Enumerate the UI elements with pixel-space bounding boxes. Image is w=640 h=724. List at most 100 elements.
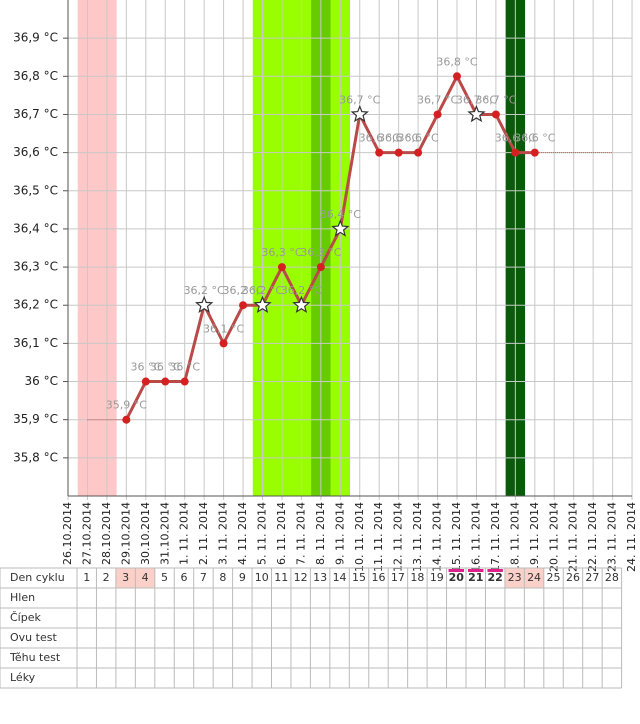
x-tick-label: 17. 11. 2014 — [489, 502, 502, 572]
point — [530, 148, 539, 157]
value-label: 36,6 °C — [359, 132, 400, 145]
row-label: Čípek — [10, 611, 41, 624]
day-number: 2 — [103, 571, 110, 584]
x-tick-label: 3. 11. 2014 — [217, 502, 230, 565]
day-number: 9 — [239, 571, 246, 584]
y-tick-label: 36,6 °C — [13, 145, 58, 159]
star-point — [331, 219, 350, 237]
day-number: 11 — [274, 571, 288, 584]
value-label: 36,2 °C — [242, 284, 283, 297]
point — [375, 148, 384, 157]
day-number: 14 — [333, 571, 347, 584]
y-tick-label: 35,9 °C — [13, 412, 58, 426]
value-label: 36,2 °C — [184, 284, 225, 297]
value-label: 35,9 °C — [106, 399, 147, 412]
x-tick-label: 26.10.2014 — [61, 502, 74, 565]
y-tick-label: 36,7 °C — [13, 107, 58, 121]
day-number: 7 — [200, 571, 207, 584]
row-label: Těhu test — [9, 651, 61, 664]
row-label: Ovu test — [10, 631, 57, 644]
day-number: 28 — [605, 571, 619, 584]
point — [316, 263, 325, 272]
x-tick-label: 6. 11. 2014 — [275, 502, 288, 565]
y-tick-label: 36,1 °C — [13, 336, 58, 350]
y-tick-label: 36,9 °C — [13, 31, 58, 45]
x-tick-label: 13. 11. 2014 — [411, 502, 424, 572]
value-label: 36,7 °C — [339, 93, 380, 106]
x-tick-label: 1. 11. 2014 — [178, 502, 191, 565]
point — [161, 377, 170, 386]
y-tick-label: 36 °C — [25, 374, 58, 388]
day-number: 19 — [430, 571, 444, 584]
day-number: 4 — [142, 571, 149, 584]
x-tick-label: 19. 11. 2014 — [528, 502, 541, 572]
x-tick-label: 23. 11. 2014 — [606, 502, 619, 572]
row-label: Den cyklu — [10, 571, 65, 584]
day-marker — [448, 569, 464, 572]
value-label: 36,8 °C — [436, 55, 477, 68]
value-label: 36,7 °C — [417, 93, 458, 106]
value-label: 36,6 °C — [398, 132, 439, 145]
y-tick-label: 35,8 °C — [13, 450, 58, 464]
x-tick-label: 5. 11. 2014 — [256, 502, 269, 565]
star-point — [253, 295, 272, 314]
y-tick-label: 36,3 °C — [13, 260, 58, 274]
x-tick-label: 11. 11. 2014 — [372, 502, 385, 572]
value-label: 36,6 °C — [495, 132, 536, 145]
x-tick-label: 12. 11. 2014 — [392, 502, 405, 572]
x-tick-label: 30.10.2014 — [139, 502, 152, 565]
day-number: 6 — [180, 571, 187, 584]
day-number: 1 — [83, 571, 90, 584]
day-marker — [487, 569, 503, 572]
x-tick-label: 29.10.2014 — [119, 502, 132, 565]
x-tick-label: 18. 11. 2014 — [508, 502, 521, 572]
y-tick-label: 36,5 °C — [13, 183, 58, 197]
y-tick-label: 36,8 °C — [13, 69, 58, 83]
value-label: 36,1 °C — [203, 322, 244, 335]
temperature-line — [125, 73, 535, 421]
point — [414, 148, 423, 157]
value-label: 36,3 °C — [300, 246, 341, 259]
value-label: 36,2 °C — [281, 284, 322, 297]
day-number: 12 — [294, 571, 308, 584]
value-label: 36 °C — [169, 361, 200, 374]
day-number: 13 — [313, 571, 327, 584]
x-tick-label: 4. 11. 2014 — [236, 502, 249, 565]
day-number: 27 — [585, 571, 599, 584]
star-point — [292, 295, 311, 314]
x-tick-label: 22. 11. 2014 — [586, 502, 599, 572]
value-label: 36,7 °C — [456, 93, 497, 106]
x-tick-label: 21. 11. 2014 — [567, 502, 580, 572]
point — [219, 339, 228, 348]
y-tick-label: 36,2 °C — [13, 298, 58, 312]
day-highlight — [524, 568, 544, 588]
day-number: 21 — [468, 571, 483, 584]
point — [453, 72, 461, 81]
point — [491, 110, 500, 119]
star-point — [467, 104, 486, 123]
value-label: 36 °C — [130, 361, 161, 374]
point — [511, 148, 520, 157]
value-label: 36 °C — [150, 361, 181, 374]
x-tick-label: 14. 11. 2014 — [431, 502, 444, 572]
band — [77, 0, 117, 496]
x-tick-label: 15. 11. 2014 — [450, 502, 463, 572]
day-number: 23 — [508, 571, 522, 584]
value-label: 36,4 °C — [320, 208, 361, 221]
day-number: 16 — [371, 571, 385, 584]
point — [433, 110, 442, 119]
value-label: 36,2 °C — [222, 284, 263, 297]
day-number: 3 — [122, 571, 129, 584]
day-marker — [468, 569, 484, 572]
x-tick-label: 16. 11. 2014 — [469, 502, 482, 572]
x-tick-label: 24. 11. 2014 — [625, 502, 638, 572]
x-tick-label: 31.10.2014 — [158, 502, 171, 565]
day-number: 10 — [255, 571, 269, 584]
x-tick-label: 2. 11. 2014 — [197, 502, 210, 565]
point — [180, 377, 189, 386]
day-highlight — [135, 568, 155, 588]
day-number: 8 — [219, 571, 226, 584]
day-number: 20 — [449, 571, 465, 584]
point — [141, 377, 150, 386]
